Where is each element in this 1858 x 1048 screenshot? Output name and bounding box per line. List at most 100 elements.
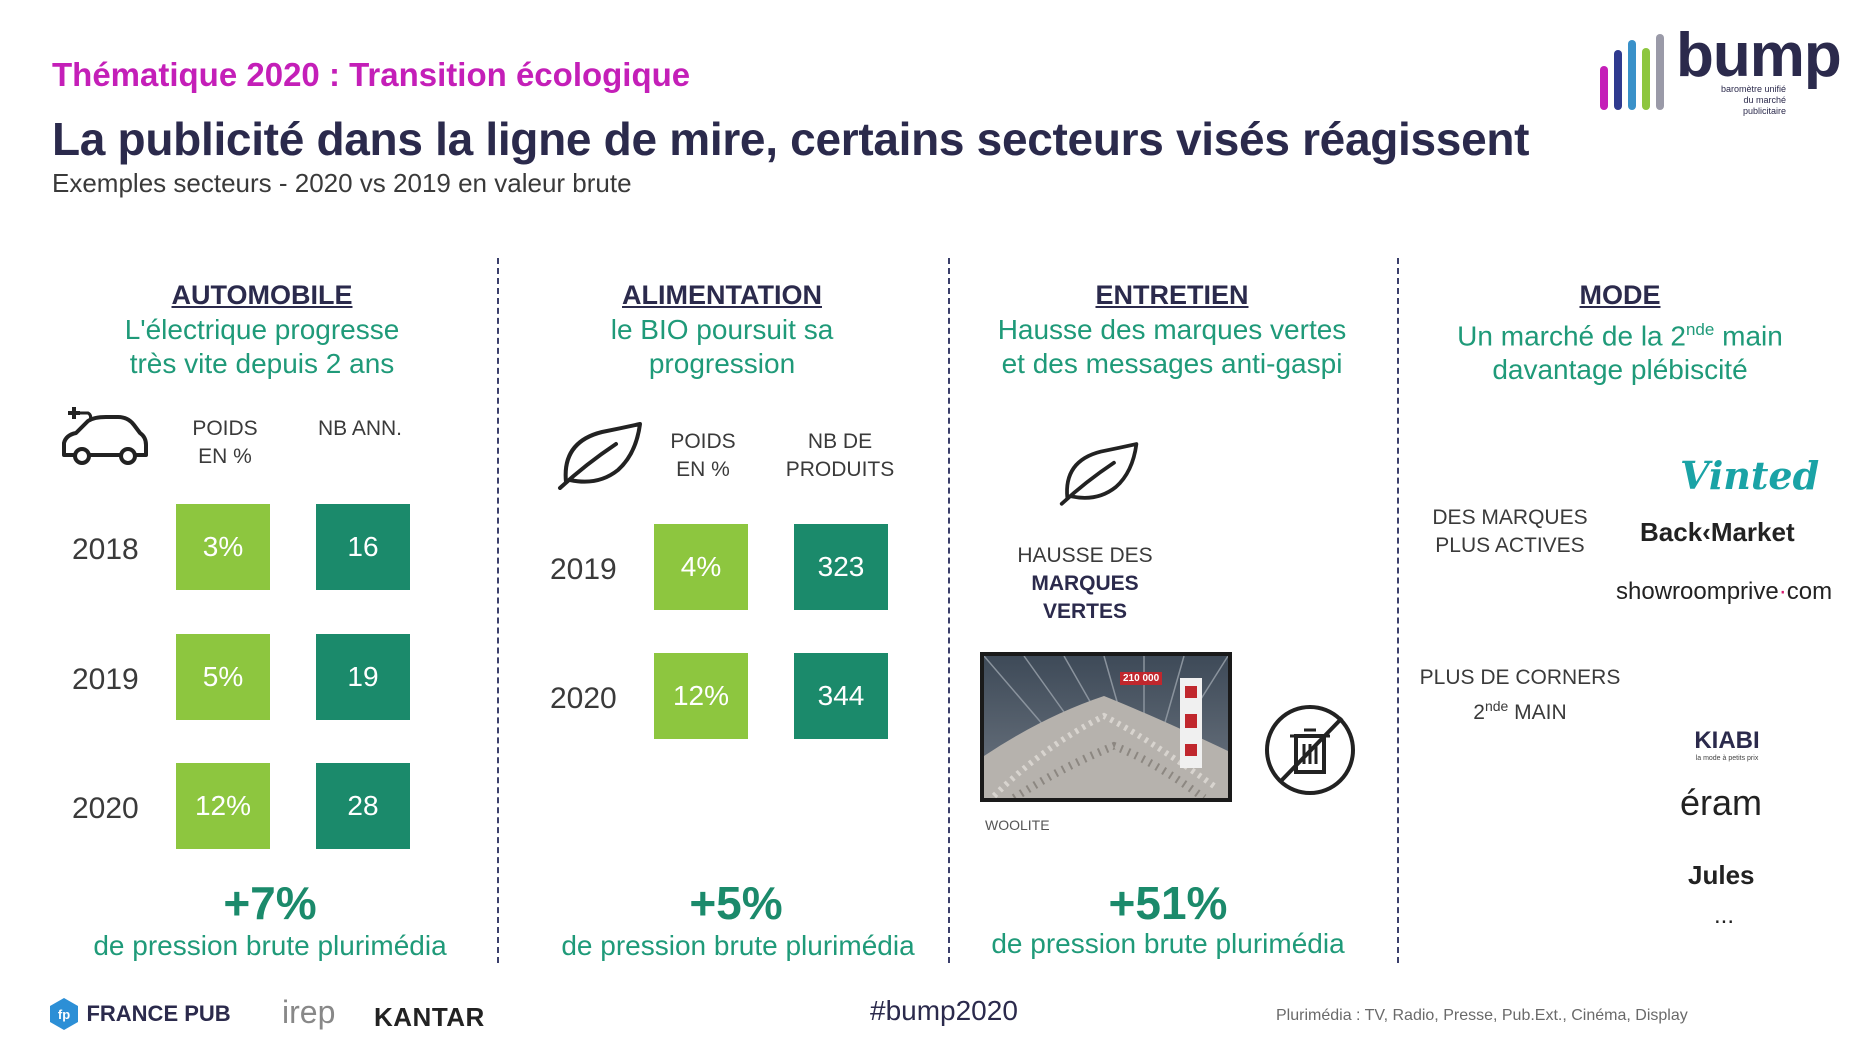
section-heading: AUTOMOBILE	[171, 280, 353, 310]
label-line: VERTES	[1042, 600, 1128, 623]
section-heading: ALIMENTATION	[622, 280, 822, 310]
section-divider	[948, 258, 950, 963]
jules-logo: Jules	[1688, 860, 1755, 890]
logo-tagline: baromètre unifié du marché publicitaire	[1716, 84, 1786, 117]
poids-value-box: 12%	[654, 653, 748, 739]
section-heading: ENTRETIEN	[1095, 280, 1249, 310]
column-header-line: EN %	[676, 458, 730, 481]
more-brands-ellipsis: ...	[1714, 902, 1735, 929]
logo-tagline-2: du marché publicitaire	[1742, 95, 1786, 116]
hashtag: #bump2020	[870, 995, 1018, 1026]
nb-value-box: 28	[316, 763, 410, 849]
showroomprive-logo: showroomprive·com	[1616, 578, 1833, 605]
irep-logo: irep	[282, 994, 336, 1030]
growth-caption: de pression brute plurimédia	[991, 928, 1345, 959]
poids-value-box: 5%	[176, 634, 270, 720]
source-note: Plurimédia : TV, Radio, Presse, Pub.Ext.…	[1276, 1007, 1688, 1024]
showroom-suffix: com	[1786, 578, 1833, 605]
growth-caption: de pression brute plurimédia	[93, 930, 447, 961]
column-header-line: EN %	[198, 445, 252, 468]
label-sup: nde	[1484, 698, 1509, 714]
logo-word: bump	[1676, 21, 1842, 90]
column-header-poids: POIDS EN %	[658, 428, 748, 484]
poids-value-box: 12%	[176, 763, 270, 849]
section-subheading: Hausse des marques vertes et des message…	[952, 313, 1392, 381]
column-header-nb: NB ANN.	[317, 417, 403, 440]
subheading-line: Un marché de la 2nde main	[1400, 313, 1840, 353]
label-line: HAUSSE DES	[1017, 544, 1153, 567]
subheading-line: et des messages anti-gaspi	[1001, 348, 1343, 379]
growth-caption: de pression brute plurimédia	[561, 930, 915, 961]
vinted-logo: Vinted	[1680, 453, 1820, 498]
nb-value-box: 323	[794, 524, 888, 610]
corners-label: PLUS DE CORNERS 2nde MAIN	[1410, 664, 1630, 727]
subheading-line: très vite depuis 2 ans	[129, 348, 395, 379]
nb-value-box: 344	[794, 653, 888, 739]
subheading-line: progression	[648, 348, 796, 379]
subheading-sup: nde	[1685, 320, 1715, 339]
subheading-line: davantage plébiscité	[1492, 354, 1748, 386]
column-header-line: PRODUITS	[785, 458, 895, 481]
row-year: 2020	[72, 792, 139, 825]
logo-bar	[1642, 48, 1650, 110]
logo-bar	[1600, 66, 1608, 110]
row-year: 2020	[550, 682, 617, 715]
label-line: DES MARQUES	[1432, 506, 1588, 529]
ad-caption: WOOLITE	[985, 817, 1050, 833]
section-subheading: Un marché de la 2nde main davantage pléb…	[1400, 313, 1840, 387]
poids-value-box: 4%	[654, 524, 748, 610]
francepub-logo: fp FRANCE PUB	[46, 996, 231, 1032]
logo-bar	[1628, 40, 1636, 110]
nb-value-box: 16	[316, 504, 410, 590]
woolite-ad-thumbnail: 210 000	[980, 652, 1232, 802]
column-header-line: POIDS	[670, 430, 736, 453]
kiabi-logo: KIABI la mode à petits prix	[1682, 727, 1772, 762]
label-line: PLUS DE CORNERS	[1419, 666, 1621, 689]
label-part: 2	[1473, 701, 1485, 724]
row-year: 2019	[72, 663, 139, 696]
label-part: MAIN	[1508, 701, 1567, 724]
logo-bar	[1656, 34, 1664, 110]
svg-text:fp: fp	[58, 1007, 70, 1022]
kantar-logo: KANTAR	[374, 1002, 485, 1032]
subheading-part: main	[1714, 320, 1783, 352]
subheading-line: le BIO poursuit sa	[610, 314, 834, 345]
francepub-name: FRANCE PUB	[86, 1001, 231, 1026]
row-year: 2018	[72, 533, 139, 566]
column-header-nb: NB DE PRODUITS	[780, 428, 900, 484]
column-header-line: NB DE	[807, 430, 873, 453]
ad-image	[983, 655, 1229, 802]
eram-logo: éram	[1680, 782, 1763, 823]
subheading-part: Un marché de la 2	[1457, 320, 1686, 352]
leaf-icon	[558, 422, 642, 490]
backmarket-logo: Back‹Market	[1640, 517, 1795, 547]
francepub-icon: fp	[50, 998, 78, 1030]
kiabi-name: KIABI	[1694, 727, 1760, 754]
theme-heading: Thématique 2020 : Transition écologique	[52, 56, 691, 93]
section-subheading: L'électrique progresse très vite depuis …	[42, 313, 482, 381]
section-divider	[1397, 258, 1399, 963]
label-line: MARQUES	[1031, 572, 1139, 595]
showroom-name: showroomprive	[1616, 578, 1779, 605]
subheading-line: Hausse des marques vertes	[997, 314, 1347, 345]
label-line: PLUS ACTIVES	[1435, 534, 1585, 557]
bump-logo: bump baromètre unifié du marché publicit…	[1598, 21, 1848, 116]
poids-value-box: 3%	[176, 504, 270, 590]
row-year: 2019	[550, 553, 617, 586]
leaf-icon	[1059, 442, 1139, 506]
active-brands-label: DES MARQUES PLUS ACTIVES	[1420, 504, 1600, 560]
growth-value: +51%	[1108, 877, 1228, 929]
section-heading: MODE	[1579, 280, 1661, 310]
column-header-poids: POIDS EN %	[180, 415, 270, 471]
label-line: 2nde MAIN	[1410, 692, 1630, 727]
electric-car-icon	[62, 407, 148, 465]
section-subheading: le BIO poursuit sa progression	[502, 313, 942, 381]
no-waste-icon	[1265, 705, 1355, 795]
nb-value-box: 19	[316, 634, 410, 720]
growth-value: +5%	[689, 877, 783, 929]
logo-bar	[1614, 50, 1622, 110]
page-title: La publicité dans la ligne de mire, cert…	[52, 113, 1530, 165]
page-subtitle: Exemples secteurs - 2020 vs 2019 en vale…	[52, 168, 632, 198]
growth-value: +7%	[223, 877, 317, 929]
subheading-line: L'électrique progresse	[124, 314, 400, 345]
